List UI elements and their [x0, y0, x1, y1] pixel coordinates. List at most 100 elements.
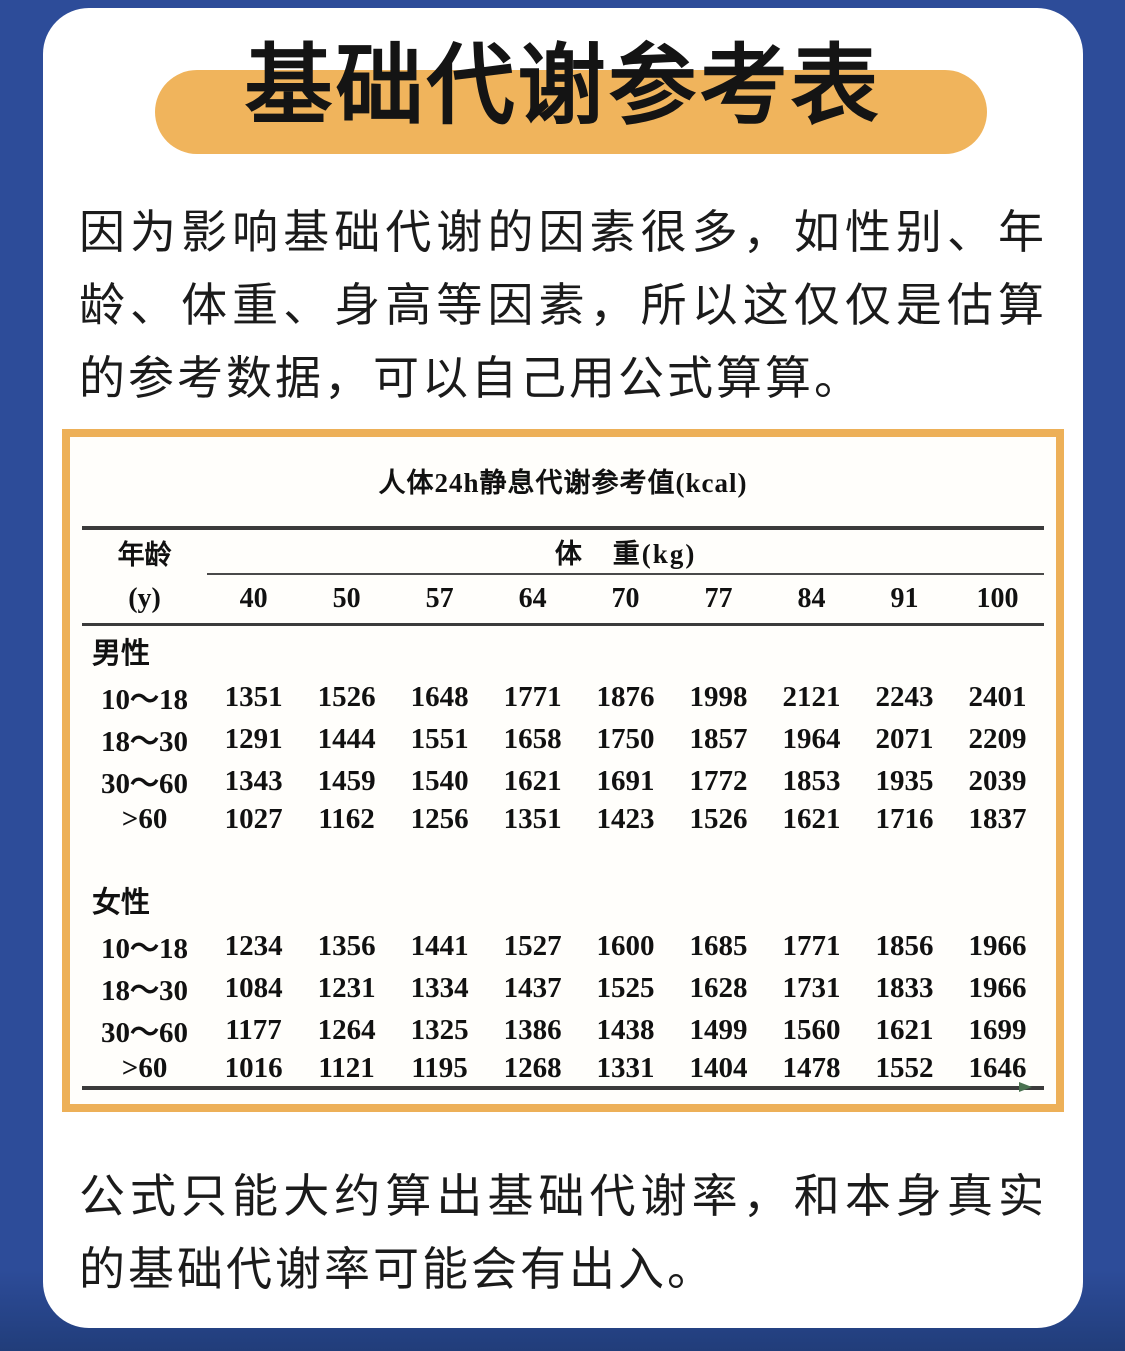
value-cell: 1856 — [875, 929, 934, 962]
value-cell: 2071 — [875, 722, 934, 755]
section-spacer — [82, 837, 1044, 875]
value-cell: 1478 — [782, 1052, 841, 1084]
value-cell: 1685 — [689, 929, 748, 962]
reference-table-box: 人体24h静息代谢参考值(kcal) 年龄 体 重(kg) (y) 40 50 … — [62, 429, 1064, 1112]
value-cell: 1771 — [782, 929, 841, 962]
value-cell: 1964 — [782, 722, 841, 755]
age-range-cell: 10～18 — [101, 684, 189, 716]
table-row: 10～18 1351 1526 1648 1771 1876 1998 2121 2243 240… — [82, 676, 1044, 718]
value-cell: 1526 — [689, 803, 748, 835]
value-cell: 1016 — [224, 1052, 283, 1084]
value-cell: 1423 — [596, 803, 655, 835]
value-cell: 1437 — [503, 971, 562, 1004]
age-range-cell: >60 — [121, 803, 168, 835]
value-cell: 1552 — [875, 1052, 934, 1084]
value-cell: 1162 — [318, 803, 375, 835]
value-cell: 2039 — [968, 764, 1027, 797]
table-row: 18～30 1291 1444 1551 1658 1750 1857 1964 2071 220… — [82, 718, 1044, 760]
weight-column-header: 57 — [393, 574, 487, 626]
age-range-cell: 18～30 — [101, 975, 189, 1007]
section-row-female: 女性 — [82, 875, 1044, 925]
value-cell: 1771 — [503, 680, 562, 713]
value-cell: 1699 — [968, 1013, 1027, 1046]
value-cell: 1231 — [317, 971, 376, 1004]
value-cell: 1441 — [410, 929, 469, 962]
value-cell: 1966 — [968, 971, 1027, 1004]
value-cell: 1628 — [689, 971, 748, 1004]
value-cell: 1853 — [782, 764, 841, 797]
weight-column-header: 84 — [765, 574, 859, 626]
value-cell: 1837 — [968, 803, 1027, 835]
table-row: 18～30 1084 1231 1334 1437 1525 1628 1731 1833 196… — [82, 967, 1044, 1009]
table-body: 男性 10～18 1351 1526 1648 1771 1876 1998 2121 2243 2… — [82, 625, 1044, 1089]
value-cell: 1935 — [875, 764, 934, 797]
value-cell: 1998 — [689, 680, 748, 713]
value-cell: 1386 — [503, 1013, 562, 1046]
table-row: 30～60 1343 1459 1540 1621 1691 1772 1853 1935 203… — [82, 760, 1044, 802]
value-cell: 1356 — [317, 929, 376, 962]
value-cell: 1331 — [596, 1052, 655, 1084]
value-cell: 1833 — [875, 971, 934, 1004]
value-cell: 1648 — [410, 680, 469, 713]
weight-column-header: 77 — [672, 574, 766, 626]
table-row: 10～18 1234 1356 1441 1527 1600 1685 1771 1856 196… — [82, 925, 1044, 967]
footer-paragraph: 公式只能大约算出基础代谢率，和本身真实的基础代谢率可能会有出入。 — [79, 1170, 1047, 1295]
value-cell: 1404 — [689, 1052, 748, 1084]
age-column-header: 年龄 — [117, 539, 172, 570]
value-cell: 1325 — [410, 1013, 469, 1046]
value-cell: 2401 — [968, 680, 1027, 713]
value-cell: 1234 — [224, 929, 283, 962]
value-cell: 1621 — [503, 764, 562, 797]
value-cell: 1334 — [410, 971, 469, 1004]
value-cell: 1600 — [596, 929, 655, 962]
value-cell: 1551 — [410, 722, 469, 755]
value-cell: 1438 — [596, 1013, 655, 1046]
value-cell: 1560 — [782, 1013, 841, 1046]
value-cell: 1268 — [503, 1052, 562, 1084]
value-cell: 1264 — [317, 1013, 376, 1046]
table-corner-arrow-icon — [1019, 1082, 1032, 1092]
value-cell: 1750 — [596, 722, 655, 755]
value-cell: 1857 — [689, 722, 748, 755]
value-cell: 1527 — [503, 929, 562, 962]
value-cell: 1966 — [968, 929, 1027, 962]
age-range-cell: 18～30 — [101, 726, 189, 758]
value-cell: 2209 — [968, 722, 1027, 755]
section-row-male: 男性 — [82, 625, 1044, 677]
table-row: >60 1027 1162 1256 1351 1423 1526 1621 1716 1837 — [82, 802, 1044, 837]
page-title: 基础代谢参考表 — [244, 39, 882, 136]
weight-column-header: 40 — [207, 574, 301, 626]
value-cell: 1121 — [318, 1052, 375, 1084]
value-cell: 1540 — [410, 764, 469, 797]
title-highlight-pill — [155, 70, 987, 154]
weight-column-header: 70 — [579, 574, 673, 626]
value-cell: 1621 — [875, 1013, 934, 1046]
value-cell: 1691 — [596, 764, 655, 797]
value-cell: 2121 — [782, 680, 841, 713]
value-cell: 1027 — [224, 803, 283, 835]
value-cell: 1876 — [596, 680, 655, 713]
header-row-groups: 年龄 体 重(kg) — [82, 528, 1044, 575]
value-cell: 1351 — [224, 680, 283, 713]
value-cell: 1621 — [782, 803, 841, 835]
intro-paragraph: 因为影响基础代谢的因素很多，如性别、年龄、体重、身高等因素，所以这仅仅是估算的参… — [79, 206, 1047, 404]
section-label-female: 女性 — [92, 887, 151, 919]
value-cell: 1256 — [410, 803, 469, 835]
title-section: 基础代谢参考表 — [43, 8, 1083, 188]
value-cell: 1731 — [782, 971, 841, 1004]
age-range-cell: 30～60 — [101, 768, 189, 800]
value-cell: 1084 — [224, 971, 283, 1004]
value-cell: 1646 — [968, 1052, 1027, 1084]
table-row: 30～60 1177 1264 1325 1386 1438 1499 1560 1621 169… — [82, 1009, 1044, 1051]
age-range-cell: 30～60 — [101, 1017, 189, 1049]
value-cell: 1177 — [225, 1013, 282, 1046]
value-cell: 2243 — [875, 680, 934, 713]
value-cell: 1772 — [689, 764, 748, 797]
value-cell: 1459 — [317, 764, 376, 797]
weight-column-header: 50 — [300, 574, 394, 626]
value-cell: 1658 — [503, 722, 562, 755]
weight-column-header: 91 — [858, 574, 951, 626]
value-cell: 1444 — [317, 722, 376, 755]
value-cell: 1195 — [411, 1052, 468, 1084]
